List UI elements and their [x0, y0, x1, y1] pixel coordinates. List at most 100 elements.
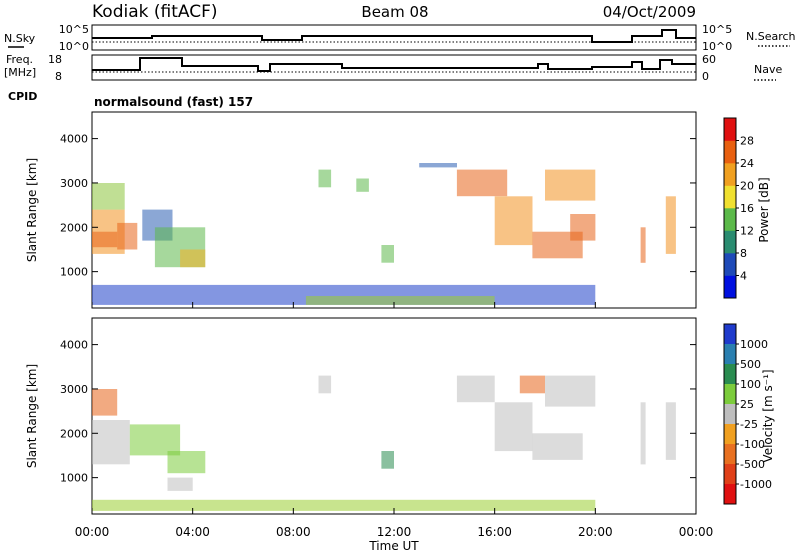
velocity-region-3 — [167, 451, 206, 474]
nave-label: Nave — [754, 63, 782, 76]
xtick-label-0: 00:00 — [75, 525, 110, 539]
velocity-region-13 — [665, 402, 676, 460]
freq-label-line1: Freq. — [6, 53, 33, 66]
velocity-region-14 — [381, 451, 394, 469]
power-colorbar-label: Power [dB] — [757, 177, 771, 242]
velocity-colorbar-swatch-4 — [724, 404, 736, 425]
velocity-colorbar-swatch-3 — [724, 384, 736, 405]
power-y-axis-label: Slant Range [km] — [25, 158, 39, 262]
velocity-region-10 — [545, 375, 596, 407]
velocity-colorbar-label-7: -1000 — [740, 478, 772, 491]
power-colorbar-label-1: 24 — [740, 157, 754, 170]
freq-strip-frame — [91, 54, 697, 81]
velocity-colorbar-frame — [723, 323, 737, 505]
power-colorbar-swatch-2 — [724, 230, 736, 254]
power-colorbar: 28 24 20 16 12 8 4 — [723, 117, 754, 299]
velocity-region-12 — [640, 402, 646, 465]
power-colorbar-label-6: 4 — [740, 270, 747, 283]
power-colorbar-label-4: 12 — [740, 225, 754, 238]
velocity-region-2 — [129, 424, 181, 456]
nave-tick-bottom: 0 — [702, 70, 709, 83]
power-region-17 — [356, 178, 369, 192]
power-colorbar-swatch-3 — [724, 208, 736, 231]
nave-tick-top: 60 — [702, 53, 716, 66]
velocity-scatter-regions — [92, 375, 676, 511]
power-colorbar-swatch-6 — [724, 140, 736, 164]
velocity-region-0 — [92, 420, 130, 465]
power-ytick-label-0: 4000 — [60, 133, 88, 146]
velocity-region-11 — [519, 375, 545, 394]
power-region-12 — [545, 169, 596, 201]
velocity-ytick-label-1: 3000 — [60, 383, 88, 396]
cpid-value: normalsound (fast) 157 — [94, 95, 253, 109]
power-scatter-regions — [92, 163, 676, 305]
freq-tick-bottom: 8 — [55, 70, 62, 83]
velocity-ytick-label-3: 1000 — [60, 472, 88, 485]
velocity-x-ticks: 00:00 04:00 08:00 12:00 16:00 20:00 00:00 — [75, 302, 714, 539]
power-colorbar-swatch-0 — [724, 275, 736, 299]
power-region-9 — [456, 169, 508, 197]
xtick-label-6: 00:00 — [679, 525, 714, 539]
nsearch-label: N.Search — [746, 30, 796, 43]
velocity-colorbar-label-3: 25 — [740, 398, 754, 411]
nsky-trace — [92, 29, 696, 43]
velocity-colorbar-label-2: 100 — [740, 378, 761, 391]
xtick-label-4: 16:00 — [477, 525, 512, 539]
velocity-y-ticks: 4000 3000 2000 1000 — [60, 339, 696, 485]
x-axis-label: Time UT — [368, 539, 419, 553]
nsearch-tick-top: 10^5 — [702, 23, 732, 36]
power-region-3 — [117, 222, 138, 250]
velocity-region-5 — [92, 499, 596, 511]
velocity-colorbar-label: Velocity [m s⁻¹] — [761, 369, 775, 462]
power-panel: 4000 3000 2000 1000 Slant Range [km] 28 24 20… — [25, 111, 771, 309]
velocity-ytick-label-2: 2000 — [60, 427, 88, 440]
freq-tick-top: 18 — [48, 53, 62, 66]
velocity-region-7 — [456, 375, 495, 403]
nsky-label: N.Sky — [4, 32, 36, 45]
power-region-18 — [381, 245, 394, 263]
date-title: 04/Oct/2009 — [603, 3, 696, 21]
power-region-14 — [640, 227, 646, 263]
velocity-colorbar-label-4: -25 — [740, 418, 758, 431]
beam-title: Beam 08 — [361, 3, 428, 21]
velocity-region-9 — [532, 433, 583, 460]
velocity-colorbar-label-1: 500 — [740, 358, 761, 371]
power-region-16 — [318, 169, 332, 188]
power-ytick-label-2: 2000 — [60, 221, 88, 234]
xtick-label-2: 08:00 — [276, 525, 311, 539]
power-region-8 — [305, 296, 495, 305]
velocity-colorbar-swatch-8 — [724, 484, 736, 505]
power-colorbar-label-3: 16 — [740, 202, 754, 215]
power-region-6 — [180, 249, 206, 268]
power-plot-frame — [91, 111, 697, 309]
power-region-19 — [419, 163, 457, 168]
freq-trace — [92, 57, 696, 72]
power-colorbar-swatch-7 — [724, 118, 736, 141]
nsky-tick-bottom: 10^0 — [59, 40, 89, 53]
power-colorbar-swatch-4 — [724, 185, 736, 209]
power-region-2 — [92, 183, 125, 210]
cpid-label: CPID — [8, 90, 37, 103]
velocity-region-8 — [494, 402, 533, 452]
power-colorbar-swatch-1 — [724, 253, 736, 276]
power-colorbar-label-5: 8 — [740, 247, 747, 260]
velocity-ytick-label-0: 4000 — [60, 339, 88, 352]
velocity-colorbar-swatch-0 — [724, 324, 736, 345]
velocity-region-4 — [167, 477, 193, 491]
velocity-y-axis-label: Slant Range [km] — [25, 364, 39, 468]
velocity-panel: 4000 3000 2000 1000 00:00 04:00 08:00 12:00 16:… — [25, 302, 775, 553]
power-region-10 — [494, 196, 533, 246]
xtick-label-3: 12:00 — [377, 525, 412, 539]
velocity-colorbar-swatch-7 — [724, 464, 736, 485]
power-region-13 — [570, 214, 596, 241]
velocity-colorbar-label-0: 1000 — [740, 338, 768, 351]
velocity-colorbar-swatch-6 — [724, 444, 736, 465]
velocity-colorbar: 1000 500 100 25 -25 -100 -500 -1000 — [723, 323, 772, 505]
xtick-label-1: 04:00 — [175, 525, 210, 539]
power-colorbar-label-2: 20 — [740, 180, 754, 193]
velocity-colorbar-label-6: -500 — [740, 458, 765, 471]
power-y-ticks: 4000 3000 2000 1000 — [60, 133, 696, 279]
power-region-1 — [92, 231, 118, 248]
velocity-colorbar-label-5: -100 — [740, 438, 765, 451]
power-ytick-label-3: 1000 — [60, 266, 88, 279]
